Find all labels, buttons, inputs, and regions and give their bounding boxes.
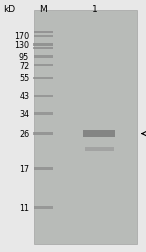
Bar <box>34 35 53 38</box>
Bar <box>34 206 53 209</box>
Text: 55: 55 <box>19 74 29 83</box>
Bar <box>85 147 114 151</box>
Bar <box>34 11 137 244</box>
Text: 11: 11 <box>19 203 29 212</box>
Bar <box>34 32 53 34</box>
Text: kD: kD <box>3 5 15 14</box>
Text: 17: 17 <box>19 164 29 173</box>
Text: M: M <box>39 5 47 14</box>
Text: 26: 26 <box>19 130 29 139</box>
Text: 170: 170 <box>14 32 29 41</box>
Bar <box>34 56 53 59</box>
Text: 1: 1 <box>92 5 98 14</box>
Bar <box>33 48 53 50</box>
Bar <box>83 130 115 138</box>
Text: 72: 72 <box>19 61 29 71</box>
Bar <box>33 133 53 135</box>
Text: 43: 43 <box>19 92 29 101</box>
Bar <box>34 95 53 97</box>
Bar <box>34 65 53 67</box>
Bar <box>33 77 53 80</box>
Bar <box>33 44 53 47</box>
Text: 130: 130 <box>14 41 29 50</box>
Text: 34: 34 <box>19 109 29 118</box>
Text: 95: 95 <box>19 53 29 62</box>
Bar <box>34 113 53 115</box>
Bar <box>34 167 53 171</box>
